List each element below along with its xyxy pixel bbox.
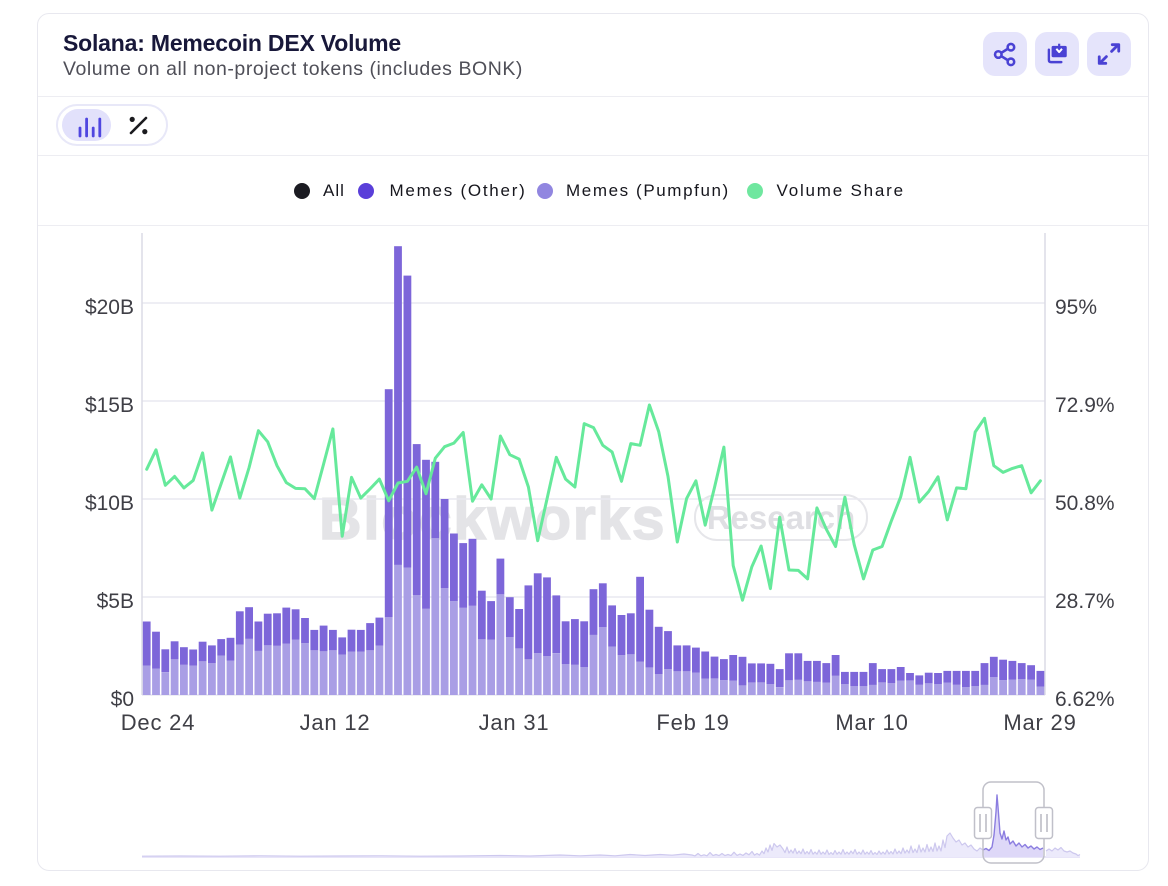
svg-text:$5B: $5B	[97, 590, 134, 613]
svg-text:Dec 24: Dec 24	[121, 710, 196, 735]
svg-text:95%: 95%	[1055, 296, 1097, 319]
svg-text:28.7%: 28.7%	[1055, 590, 1115, 613]
svg-text:Feb 19: Feb 19	[656, 710, 729, 735]
svg-text:50.8%: 50.8%	[1055, 492, 1115, 515]
svg-text:72.9%: 72.9%	[1055, 394, 1115, 417]
svg-text:$10B: $10B	[85, 492, 134, 515]
svg-text:$15B: $15B	[85, 394, 134, 417]
svg-text:Jan 31: Jan 31	[479, 710, 550, 735]
svg-text:$20B: $20B	[85, 296, 134, 319]
svg-text:Jan 12: Jan 12	[300, 710, 371, 735]
svg-text:Mar 29: Mar 29	[1003, 710, 1076, 735]
svg-text:Mar 10: Mar 10	[835, 710, 908, 735]
svg-text:$0: $0	[111, 688, 134, 711]
svg-text:6.62%: 6.62%	[1055, 688, 1115, 711]
